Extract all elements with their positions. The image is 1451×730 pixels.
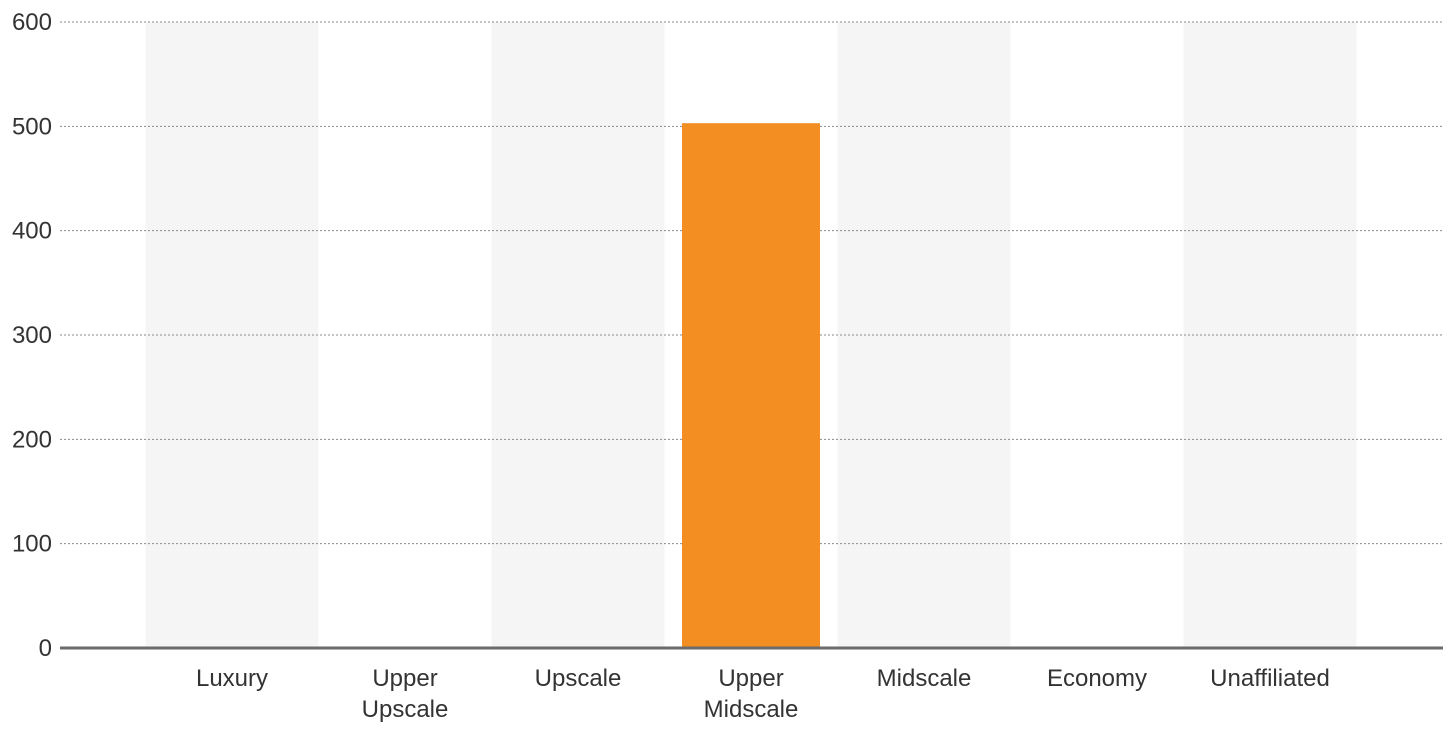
x-tick-label: Luxury <box>196 665 268 692</box>
y-tick-label: 200 <box>12 426 52 453</box>
x-tick-label: Upper Midscale <box>704 665 799 723</box>
x-tick-label: Upscale <box>535 665 622 692</box>
bars <box>682 123 820 649</box>
x-axis-tick-labels: Luxury Upper Upscale Upscale Upper Midscale Mi… <box>196 665 1330 723</box>
y-tick-label: 500 <box>12 113 52 140</box>
y-tick-label: 100 <box>12 531 52 558</box>
x-tick-label: Upper Upscale <box>362 665 449 723</box>
y-tick-label: 0 <box>39 635 52 662</box>
gridlines <box>60 21 1443 545</box>
bar-upper-midscale <box>682 123 820 649</box>
y-tick-label: 400 <box>12 218 52 245</box>
y-tick-label: 300 <box>12 322 52 349</box>
x-tick-label: Economy <box>1047 665 1147 692</box>
x-tick-label: Midscale <box>877 665 972 692</box>
x-tick-label: Unaffiliated <box>1210 665 1330 692</box>
y-tick-label: 600 <box>12 9 52 36</box>
y-axis-tick-labels: 0 100 200 300 400 500 600 <box>12 9 52 662</box>
